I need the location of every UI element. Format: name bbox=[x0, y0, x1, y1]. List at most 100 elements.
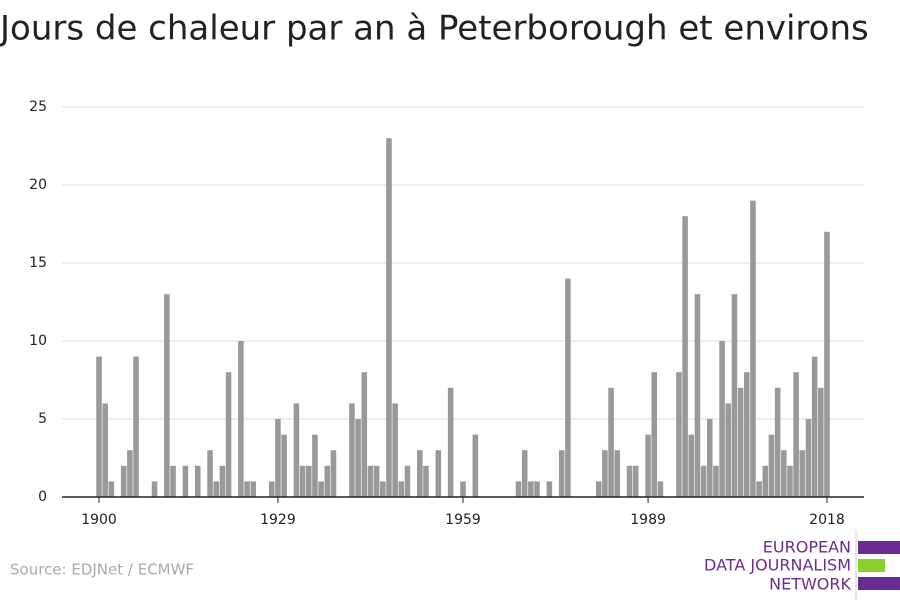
bar bbox=[558, 450, 565, 497]
bar bbox=[250, 481, 257, 497]
bar bbox=[238, 341, 244, 497]
bar bbox=[632, 465, 639, 497]
bar bbox=[151, 481, 158, 497]
bar bbox=[293, 403, 300, 497]
bar bbox=[472, 434, 479, 497]
bar bbox=[725, 403, 732, 497]
bar bbox=[225, 372, 232, 497]
bar bbox=[781, 450, 787, 497]
bar bbox=[521, 450, 528, 497]
bar bbox=[793, 372, 799, 497]
bar bbox=[417, 450, 423, 497]
bar bbox=[602, 450, 608, 497]
bar bbox=[194, 465, 201, 497]
bar bbox=[392, 403, 398, 497]
x-tick-label: 1929 bbox=[260, 512, 296, 528]
bar bbox=[447, 387, 454, 497]
bar bbox=[367, 465, 374, 497]
bar bbox=[608, 387, 614, 497]
bar bbox=[515, 481, 522, 497]
bar bbox=[750, 200, 756, 497]
bar bbox=[324, 465, 331, 497]
bar bbox=[404, 465, 411, 497]
bar bbox=[799, 450, 806, 497]
bar bbox=[355, 419, 361, 497]
bar bbox=[737, 387, 744, 497]
bar bbox=[682, 216, 688, 497]
bar bbox=[626, 465, 633, 497]
bar bbox=[170, 465, 176, 497]
y-tick-label: 0 bbox=[38, 489, 47, 505]
logo-bar bbox=[858, 559, 885, 572]
source: Source: EDJNet / ECMWF bbox=[10, 561, 194, 579]
bar bbox=[595, 481, 602, 497]
bar bbox=[534, 481, 540, 497]
bar bbox=[818, 387, 824, 497]
bar bbox=[719, 341, 725, 497]
bar bbox=[768, 434, 775, 497]
bar bbox=[824, 231, 830, 498]
bar bbox=[688, 434, 695, 497]
chart-title: Jours de chaleur par an à Peterborough e… bbox=[0, 9, 869, 49]
bar bbox=[756, 481, 762, 497]
bar bbox=[386, 138, 392, 497]
bar bbox=[268, 481, 275, 497]
bar bbox=[706, 419, 713, 497]
y-tick-label: 25 bbox=[29, 99, 47, 115]
y-tick-label: 20 bbox=[29, 177, 47, 193]
bar bbox=[645, 434, 651, 497]
bar bbox=[398, 481, 405, 497]
bar bbox=[102, 403, 108, 497]
bar bbox=[318, 481, 324, 497]
bar bbox=[164, 294, 170, 497]
bar bbox=[713, 465, 719, 497]
bar bbox=[330, 450, 337, 497]
bar bbox=[120, 465, 127, 497]
bar bbox=[349, 403, 355, 497]
x-tick-label: 1989 bbox=[630, 512, 666, 528]
bar bbox=[565, 278, 571, 497]
bar bbox=[774, 387, 781, 497]
x-tick-label: 2018 bbox=[809, 512, 845, 528]
bar bbox=[435, 450, 442, 497]
bar bbox=[133, 356, 139, 497]
bar bbox=[219, 465, 226, 497]
bar bbox=[281, 434, 287, 497]
bar bbox=[700, 465, 707, 497]
bar bbox=[731, 294, 738, 497]
bar bbox=[811, 356, 818, 497]
bar bbox=[657, 481, 664, 497]
logo-bar bbox=[858, 577, 900, 590]
bar bbox=[762, 465, 769, 497]
bar bbox=[207, 450, 213, 497]
bar bbox=[614, 450, 621, 497]
bar bbox=[96, 356, 102, 497]
bar bbox=[213, 481, 220, 497]
x-tick-label: 1959 bbox=[445, 512, 481, 528]
bar bbox=[305, 465, 312, 497]
bar bbox=[805, 419, 812, 497]
bar bbox=[423, 465, 429, 497]
logo-text: EUROPEAN bbox=[763, 538, 851, 557]
bar bbox=[244, 481, 250, 497]
bar bbox=[744, 372, 750, 497]
bar bbox=[127, 450, 133, 497]
bar bbox=[787, 465, 793, 497]
bar bbox=[108, 481, 115, 497]
logo-text: DATA JOURNALISM bbox=[704, 556, 851, 575]
bar bbox=[528, 481, 534, 497]
bar bbox=[380, 481, 386, 497]
bar bbox=[275, 419, 281, 497]
bar bbox=[651, 372, 658, 497]
bar bbox=[676, 372, 682, 497]
bar bbox=[694, 294, 701, 497]
bar bbox=[182, 465, 189, 497]
bar bbox=[460, 481, 466, 497]
bar bbox=[361, 372, 368, 497]
bar bbox=[312, 434, 318, 497]
x-tick-label: 1900 bbox=[81, 512, 117, 528]
y-tick-label: 10 bbox=[29, 333, 47, 349]
bar bbox=[373, 465, 380, 497]
y-tick-label: 5 bbox=[38, 411, 47, 427]
